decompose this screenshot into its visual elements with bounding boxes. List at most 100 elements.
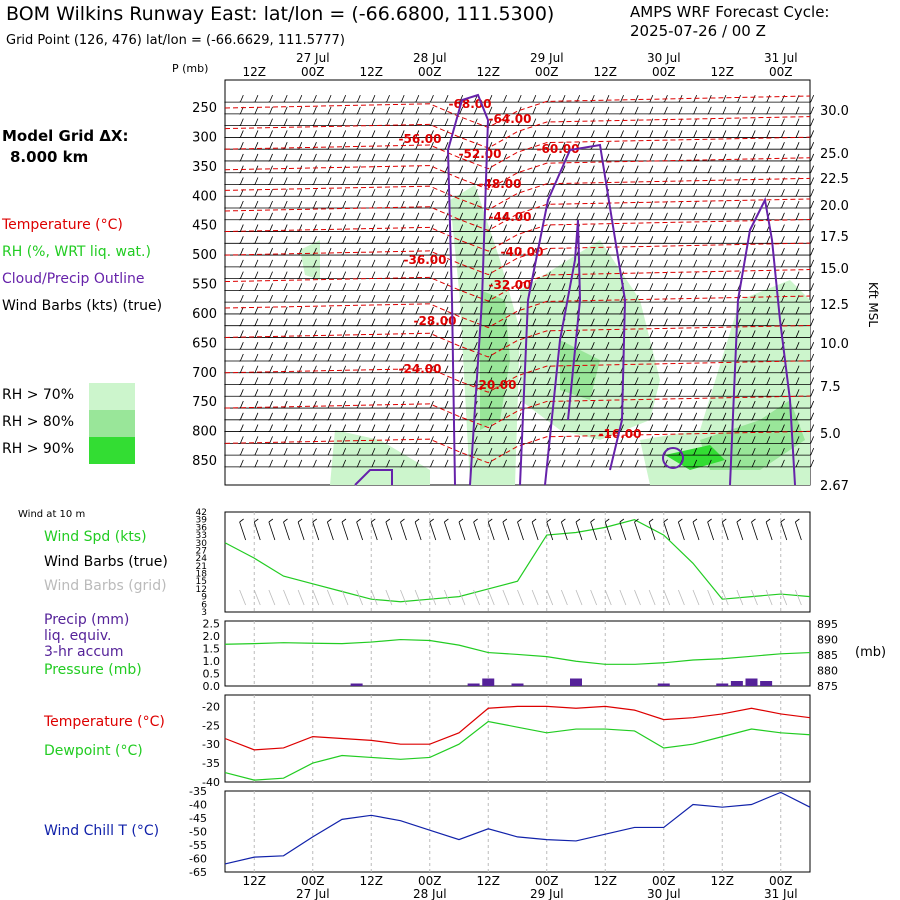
wind-barb	[312, 306, 332, 315]
wind-barb	[224, 177, 244, 185]
wind-barb	[575, 200, 595, 209]
grid-wind-barb	[517, 589, 524, 606]
wind-barb	[560, 342, 581, 350]
wind-barb	[502, 283, 522, 291]
temperature-contour	[224, 219, 811, 252]
wind-barb	[458, 212, 478, 221]
precip-bar	[730, 681, 743, 686]
wind-barb	[633, 224, 654, 232]
wind-barb	[326, 94, 347, 103]
wind-barb	[546, 106, 566, 115]
wind-barb	[706, 224, 727, 232]
wind-barb	[604, 153, 624, 162]
time-tick-label-bottom: 12Z	[477, 874, 501, 888]
windspd-tick-label: 12	[196, 585, 207, 595]
wind-barb	[648, 106, 668, 115]
wind-barb	[355, 165, 376, 174]
legend-cloud: Cloud/Precip Outline	[2, 271, 145, 287]
precip-tick-label: 0.5	[203, 668, 221, 681]
wind-barb	[575, 330, 595, 338]
wind-barb	[663, 342, 683, 350]
wind-barb	[677, 447, 698, 456]
wind-barb	[312, 212, 332, 221]
wind-barb	[224, 200, 244, 209]
time-tick-label-top: 00Z	[301, 65, 325, 79]
pressure-tick-label-right: 890	[817, 634, 838, 647]
wind-barb	[721, 153, 741, 162]
grid-wind-barb	[692, 589, 700, 606]
wind-barb	[706, 153, 727, 162]
wind-barb	[472, 436, 493, 444]
wind-barb	[589, 94, 610, 103]
wind-barb	[429, 212, 449, 221]
wind-barb	[282, 212, 303, 221]
surface-wind-barb	[736, 518, 744, 541]
windspd-tick-label: 33	[196, 531, 207, 541]
temp-panel	[224, 694, 811, 783]
wind-barb	[487, 153, 507, 162]
wind-barb	[238, 177, 259, 185]
wind-barb	[326, 189, 347, 197]
surface-wind-barb	[414, 518, 422, 541]
wind-barb	[429, 330, 449, 338]
wind-barb	[721, 271, 741, 280]
wind-barb	[238, 294, 259, 303]
wind-barb	[677, 247, 698, 256]
wind-barb	[502, 353, 522, 362]
wind-barb	[326, 424, 347, 432]
wind-barb	[619, 447, 639, 456]
wind-barb	[399, 236, 420, 244]
wind-barb	[706, 424, 727, 432]
wind-barb	[429, 224, 449, 232]
wind-barb	[341, 130, 361, 138]
grid-wind-barb	[356, 589, 363, 606]
temperature-line	[224, 705, 811, 751]
wind-barb	[663, 165, 683, 174]
wind-barb	[765, 283, 785, 291]
kft-tick-label: 2.67	[820, 479, 849, 494]
wind-barb	[604, 294, 624, 303]
wind-barb	[604, 306, 624, 315]
wind-barb	[619, 142, 639, 150]
wind-barb	[297, 459, 317, 468]
wind-barb	[253, 236, 273, 244]
wind-barb	[794, 165, 815, 174]
wind-barb	[736, 330, 756, 338]
wind-barb	[370, 424, 390, 432]
wind-barb	[633, 447, 654, 456]
wind-barb	[619, 365, 639, 374]
wind-barb	[633, 247, 654, 256]
pressure-label: Pressure (mb)	[44, 662, 142, 678]
surface-wind-barb	[780, 518, 788, 541]
dewpoint-label: Dewpoint (°C)	[44, 743, 143, 759]
wind-barb	[385, 153, 405, 162]
wind-barb	[575, 365, 595, 374]
wind-barb	[414, 459, 434, 468]
legend-rh70: RH > 70%	[2, 387, 75, 403]
wind-barb	[326, 142, 347, 150]
wind-barb	[677, 189, 698, 197]
wind-barb	[648, 247, 668, 256]
wind-barb	[531, 165, 551, 174]
pressure-tick-label: 700	[192, 366, 217, 381]
wind-barb	[589, 447, 610, 456]
wind-barb	[765, 153, 785, 162]
wind-barb	[560, 153, 581, 162]
wind-barb	[765, 377, 785, 385]
wind-barb	[633, 236, 654, 244]
wind-barb	[750, 283, 771, 291]
surface-wind-barb	[487, 518, 495, 541]
wind-barb	[385, 294, 405, 303]
wind-barb	[692, 271, 712, 280]
wind-barb	[516, 306, 537, 315]
precip-bar	[716, 683, 729, 686]
wind-barb	[677, 330, 698, 338]
wind-barb	[282, 294, 303, 303]
wind-barb	[312, 259, 332, 268]
wind-barb	[663, 189, 683, 197]
wind-barb	[633, 106, 654, 115]
wind-barb	[575, 342, 595, 350]
wind-barb	[282, 459, 303, 468]
pressure-tick-label: 450	[192, 219, 217, 234]
wind-barb	[692, 200, 712, 209]
